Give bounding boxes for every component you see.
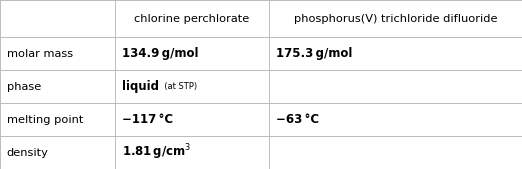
Text: molar mass: molar mass — [7, 49, 73, 59]
Text: liquid: liquid — [122, 80, 159, 93]
Text: 175.3 g/mol: 175.3 g/mol — [276, 47, 352, 60]
Text: density: density — [7, 148, 49, 158]
Text: phase: phase — [7, 82, 41, 92]
Text: 134.9 g/mol: 134.9 g/mol — [122, 47, 198, 60]
Text: melting point: melting point — [7, 115, 83, 125]
Text: chlorine perchlorate: chlorine perchlorate — [134, 14, 250, 24]
Text: phosphorus(V) trichloride difluoride: phosphorus(V) trichloride difluoride — [294, 14, 497, 24]
Text: −63 °C: −63 °C — [276, 113, 319, 126]
Text: (at STP): (at STP) — [159, 82, 197, 91]
Text: 1.81$\,$g/cm$^3$: 1.81$\,$g/cm$^3$ — [122, 143, 191, 162]
Text: −117 °C: −117 °C — [122, 113, 173, 126]
